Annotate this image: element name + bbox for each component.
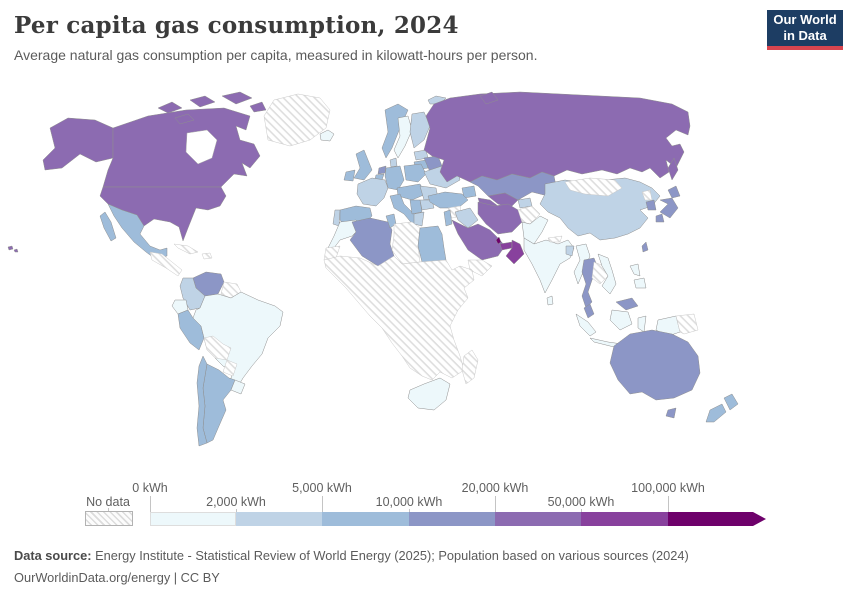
country-australia[interactable] <box>609 329 701 401</box>
country-north-korea[interactable] <box>641 189 653 201</box>
country-vietnam[interactable] <box>597 253 617 295</box>
country-poland[interactable] <box>403 163 427 183</box>
country-egypt[interactable] <box>417 225 447 263</box>
country-sakhalin[interactable] <box>667 157 679 181</box>
country-mexico[interactable] <box>107 203 168 259</box>
country-nepal[interactable] <box>547 235 563 243</box>
country-portugal[interactable] <box>332 209 341 227</box>
country-turkey[interactable] <box>427 191 469 209</box>
country-greece[interactable] <box>413 211 425 227</box>
country-philippines[interactable] <box>629 263 647 289</box>
country-madagascar[interactable] <box>461 349 479 385</box>
country-cuba[interactable] <box>173 243 199 255</box>
country-yemen[interactable] <box>467 259 493 277</box>
country-denmark[interactable] <box>389 157 398 168</box>
country-paraguay[interactable] <box>222 359 238 377</box>
region-balkans[interactable] <box>409 199 423 215</box>
country-oman[interactable] <box>505 239 525 265</box>
country-libya[interactable] <box>391 221 421 265</box>
owid-logo-line1: Our World <box>773 11 837 27</box>
country-germany[interactable] <box>384 165 405 191</box>
country-taiwan[interactable] <box>641 241 649 253</box>
country-iceland[interactable] <box>319 129 335 142</box>
country-uzbekistan[interactable] <box>487 192 519 209</box>
country-iraq[interactable] <box>454 207 479 229</box>
country-myanmar[interactable] <box>573 243 591 285</box>
country-united-kingdom[interactable] <box>353 149 373 181</box>
chart-footer: Data source: Energy Institute - Statisti… <box>14 545 689 590</box>
country-afghanistan[interactable] <box>517 205 541 225</box>
chart-subtitle: Average natural gas consumption per capi… <box>14 47 538 63</box>
country-baja-california[interactable] <box>99 211 117 242</box>
country-sri-lanka[interactable] <box>546 295 554 306</box>
footer-source-label: Data source: <box>14 548 92 563</box>
country-sweden[interactable] <box>393 115 413 159</box>
footer-license-line[interactable]: OurWorldinData.org/energy | CC BY <box>14 570 220 586</box>
owid-logo-line2: in Data <box>783 28 827 43</box>
country-south-korea[interactable] <box>645 199 657 211</box>
country-france[interactable] <box>356 177 389 207</box>
country-papua-new-guinea[interactable] <box>675 313 699 335</box>
country-qatar[interactable] <box>495 236 502 245</box>
country-russia[interactable] <box>423 91 691 183</box>
country-kazakhstan[interactable] <box>469 171 557 201</box>
country-argentina[interactable] <box>202 363 236 444</box>
country-hispaniola[interactable] <box>201 252 213 260</box>
country-novaya-zemlya[interactable] <box>479 91 499 105</box>
country-south-africa[interactable] <box>407 377 451 411</box>
country-malaysia-borneo[interactable] <box>615 297 639 311</box>
owid-logo[interactable]: Our World in Data <box>767 10 843 50</box>
country-uruguay[interactable] <box>230 379 246 395</box>
country-malaysia[interactable] <box>583 303 595 319</box>
country-tasmania[interactable] <box>665 407 677 419</box>
chart-header: Per capita gas consumption, 2024 Average… <box>14 12 537 63</box>
country-mongolia[interactable] <box>564 177 623 197</box>
region-israel-jordan[interactable] <box>443 209 453 227</box>
country-bangladesh[interactable] <box>565 245 575 257</box>
country-japan[interactable] <box>655 185 681 223</box>
country-china[interactable] <box>539 177 661 241</box>
footer-source-text: Energy Institute - Statistical Review of… <box>91 548 689 563</box>
country-netherlands[interactable] <box>377 165 387 175</box>
region-caucasus[interactable] <box>461 185 477 199</box>
country-iran[interactable] <box>477 201 523 235</box>
page-title: Per capita gas consumption, 2024 <box>14 12 459 39</box>
country-india[interactable] <box>523 237 575 294</box>
country-new-zealand[interactable] <box>705 393 739 423</box>
hudson-bay <box>185 129 218 165</box>
country-finland[interactable] <box>409 111 431 149</box>
country-chile[interactable] <box>196 355 208 447</box>
country-bolivia[interactable] <box>203 335 232 361</box>
country-alaska[interactable] <box>42 117 114 171</box>
footer-source-line: Data source: Energy Institute - Statisti… <box>14 545 689 567</box>
country-hawaii[interactable] <box>7 245 19 253</box>
region-sub-saharan-africa[interactable] <box>323 255 475 381</box>
region-central-america[interactable] <box>149 251 183 277</box>
country-ireland[interactable] <box>343 169 356 182</box>
country-arctic-islands[interactable] <box>157 91 267 125</box>
country-greenland[interactable] <box>263 93 331 147</box>
